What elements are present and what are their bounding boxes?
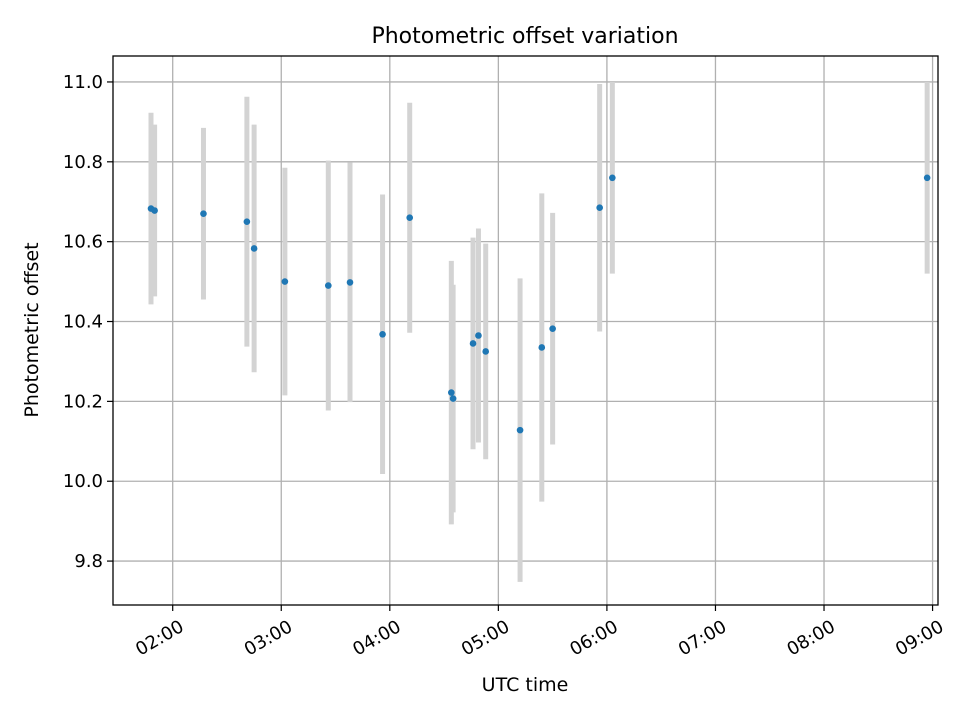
data-point (482, 348, 489, 355)
data-point (609, 174, 616, 182)
data-point (281, 278, 289, 285)
data-point (448, 389, 455, 396)
data-point (151, 207, 158, 214)
y-tick-label: 10.8 (63, 152, 103, 173)
y-tick-label: 10.6 (63, 232, 103, 253)
data-point (250, 245, 258, 252)
data-point (346, 279, 354, 286)
data-point (923, 174, 931, 182)
data-point (596, 204, 603, 212)
data-point (449, 395, 457, 402)
y-tick-label: 10.0 (63, 471, 103, 492)
data-point (538, 344, 546, 351)
grid (113, 56, 938, 605)
y-tick-label: 9.8 (74, 551, 103, 572)
y-tick-label: 10.2 (63, 391, 103, 412)
x-axis-label: UTC time (482, 674, 569, 696)
data-point (549, 325, 556, 333)
chart-title: Photometric offset variation (371, 24, 678, 49)
data-point (200, 210, 207, 218)
data-point (379, 330, 386, 338)
data-points (147, 174, 931, 434)
y-axis-label: Photometric offset (21, 242, 43, 417)
plot-area-frame (112, 55, 939, 606)
data-point (516, 426, 524, 434)
data-point (469, 340, 477, 347)
data-point (243, 218, 251, 225)
y-tick-label: 11.0 (63, 72, 103, 93)
data-point (475, 332, 482, 339)
y-tick-label: 10.4 (63, 312, 103, 333)
data-point (324, 282, 332, 289)
data-point (406, 214, 414, 222)
